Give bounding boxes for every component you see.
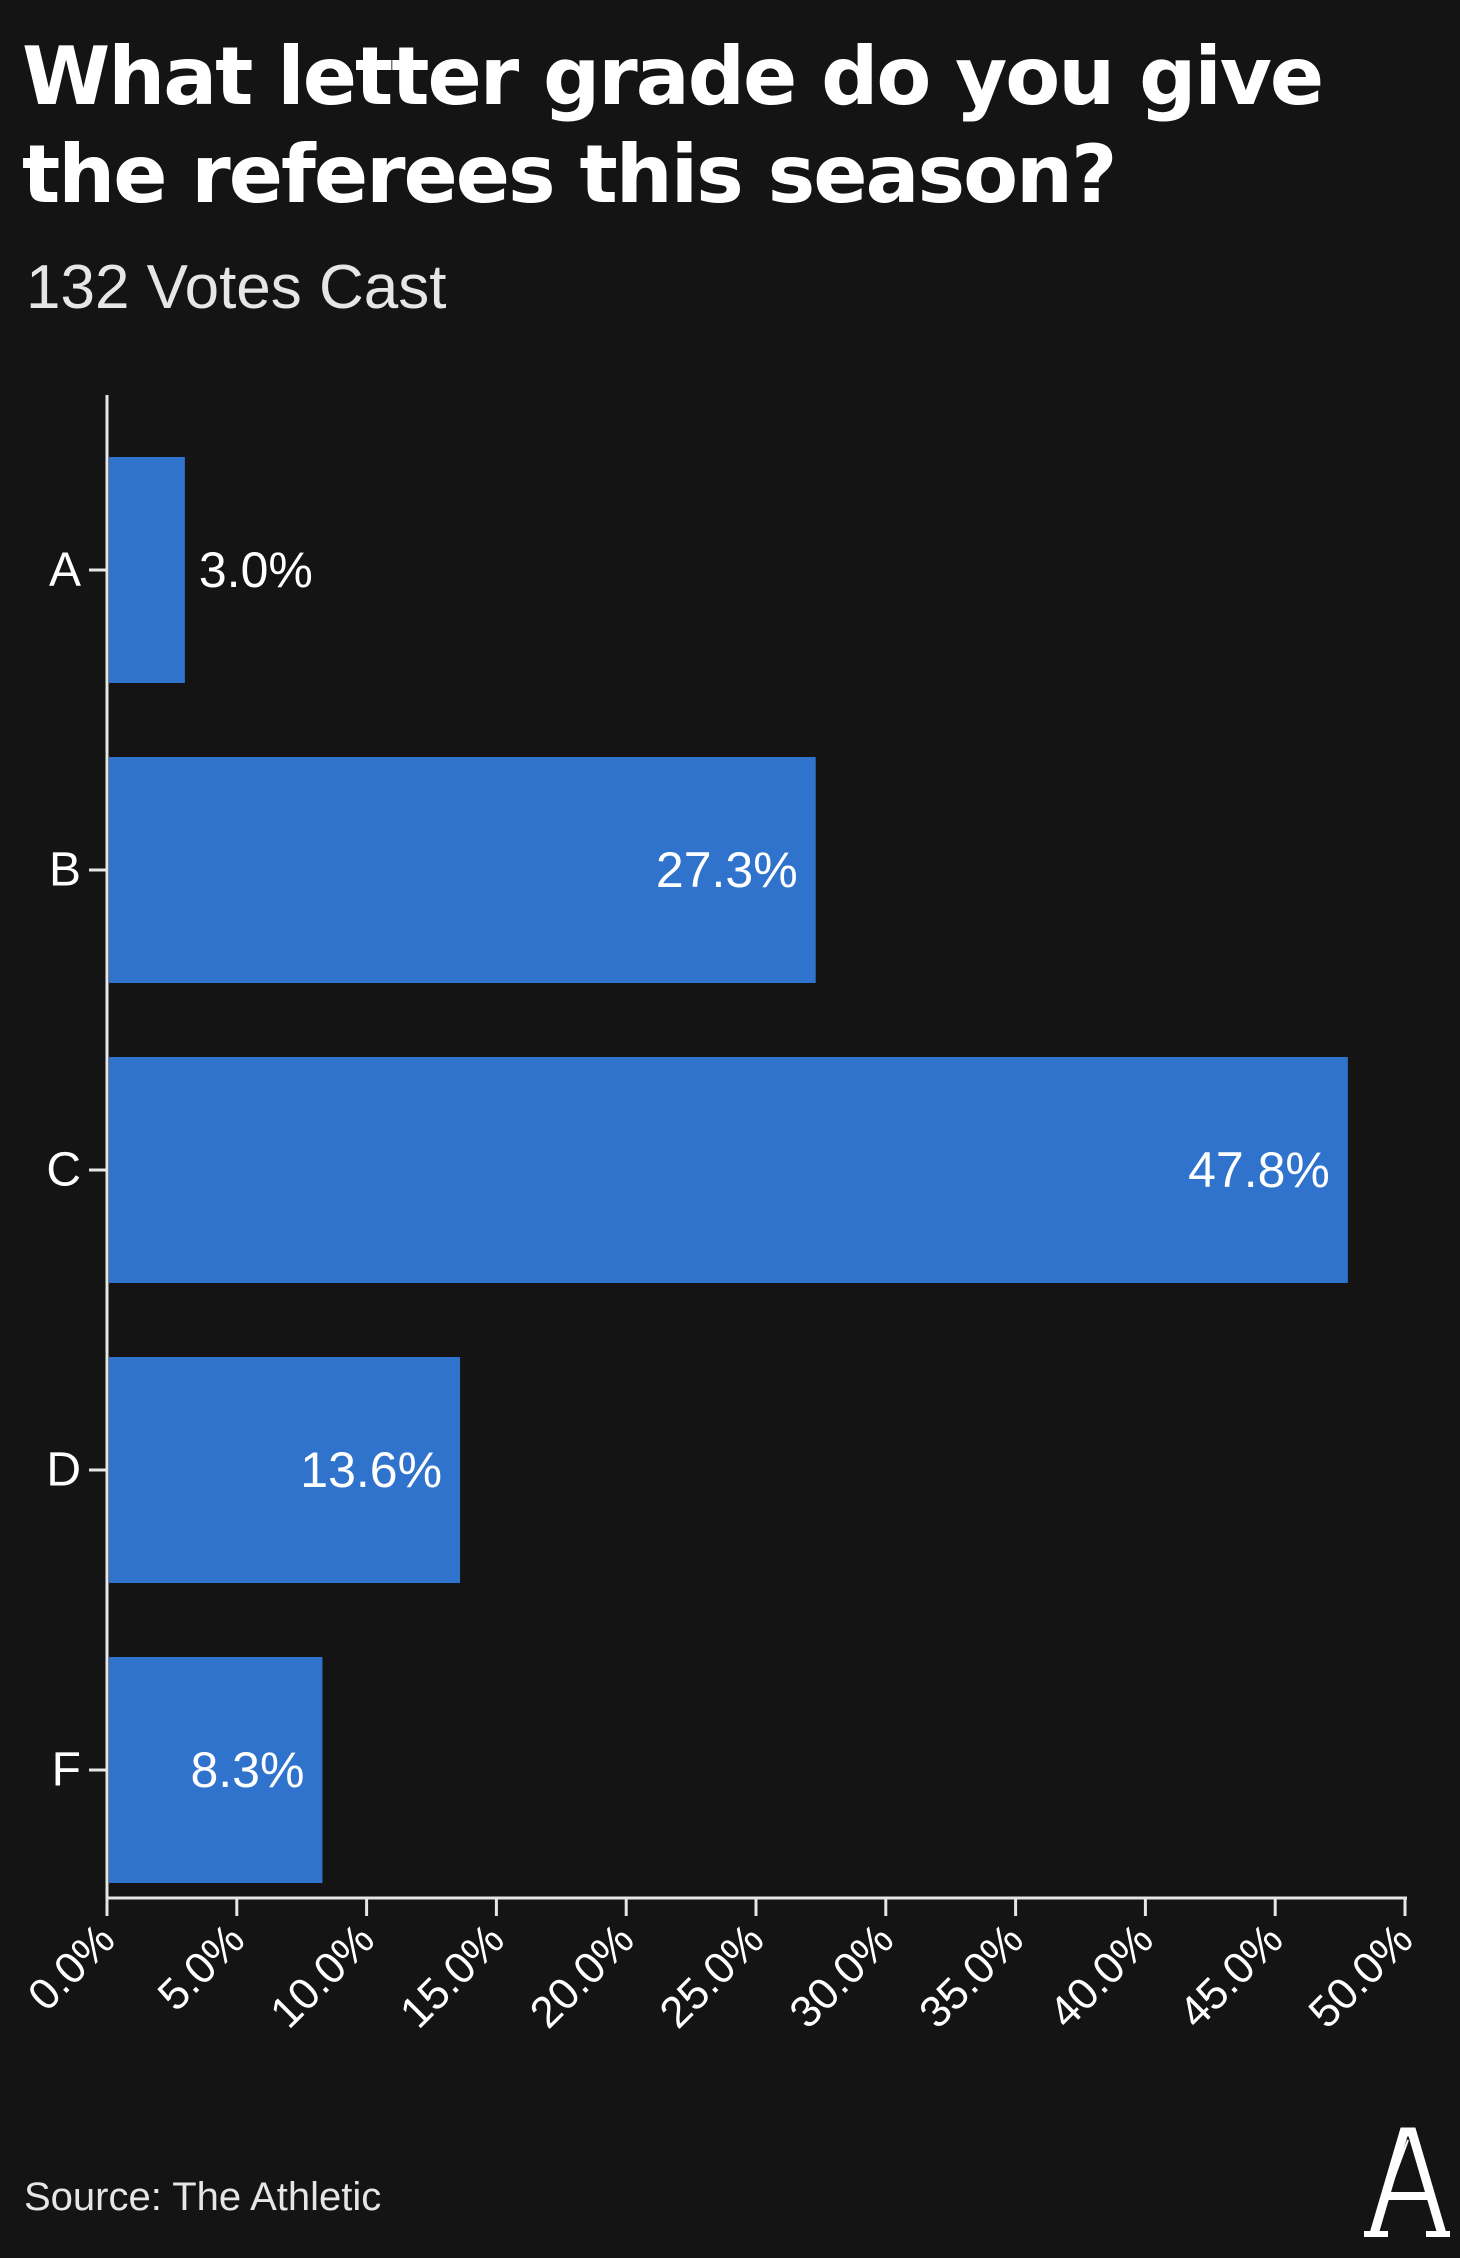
x-tick-label-15: 15.0% (391, 1915, 514, 2038)
x-tick-label-10: 10.0% (261, 1915, 384, 2038)
x-tick-label-0: 0.0% (19, 1915, 125, 2021)
bar-b (109, 757, 816, 983)
y-tick-label-d: D (46, 1444, 81, 1497)
x-tick-label-50: 50.0% (1299, 1915, 1422, 2038)
chart-subtitle: 132 Votes Cast (26, 253, 447, 322)
chart-title: What letter grade do you give the refere… (22, 30, 1324, 221)
x-tick-label-35: 35.0% (910, 1915, 1033, 2038)
x-tick-label-25: 25.0% (650, 1915, 773, 2038)
x-tick-label-5: 5.0% (149, 1915, 255, 2021)
y-tick-label-f: F (52, 1744, 81, 1797)
value-label-a: 3.0% (199, 542, 313, 598)
x-tick-label-45: 45.0% (1170, 1915, 1293, 2038)
bar-f (109, 1657, 323, 1883)
bar-d (109, 1357, 461, 1583)
value-label-b: 27.3% (656, 842, 798, 898)
y-tick-label-a: A (49, 544, 81, 597)
bar-a (109, 457, 185, 683)
y-axis: A B C D F (46, 395, 109, 1899)
value-labels-group: 3.0% 27.3% 47.8% 13.6% 8.3% (190, 542, 1329, 1798)
value-label-d: 13.6% (300, 1442, 442, 1498)
y-tick-label-c: C (46, 1144, 81, 1197)
value-label-f: 8.3% (190, 1742, 304, 1798)
value-label-c: 47.8% (1188, 1142, 1330, 1198)
source-note: Source: The Athletic (24, 2175, 382, 2219)
x-axis: 0.0% 5.0% 10.0% 15.0% 20.0% 25.0% 30.0% 35.0% 40… (19, 1896, 1422, 2038)
x-tick-label-20: 20.0% (521, 1915, 644, 2038)
x-tick-label-30: 30.0% (780, 1915, 903, 2038)
y-tick-label-b: B (49, 844, 81, 897)
bar-c (109, 1057, 1348, 1283)
x-tick-label-40: 40.0% (1040, 1915, 1163, 2038)
the-athletic-logo (1364, 2127, 1450, 2237)
bars-group (109, 457, 1348, 1883)
